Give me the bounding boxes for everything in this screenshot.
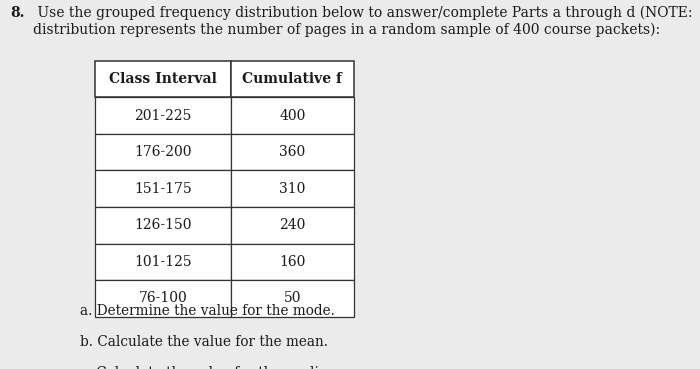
Text: 101-125: 101-125	[134, 255, 192, 269]
Text: 50: 50	[284, 292, 301, 305]
Text: 151-175: 151-175	[134, 182, 192, 196]
Text: 126-150: 126-150	[134, 218, 192, 232]
Text: 240: 240	[279, 218, 305, 232]
Text: 160: 160	[279, 255, 305, 269]
Text: 201-225: 201-225	[134, 109, 191, 123]
Text: Class Interval: Class Interval	[108, 72, 217, 86]
Text: 176-200: 176-200	[134, 145, 192, 159]
Text: c. Calculate the value for the median.: c. Calculate the value for the median.	[80, 366, 340, 369]
Text: 310: 310	[279, 182, 305, 196]
Text: 360: 360	[279, 145, 305, 159]
Text: Cumulative f: Cumulative f	[242, 72, 342, 86]
Text: a. Determine the value for the mode.: a. Determine the value for the mode.	[80, 304, 335, 318]
Text: b. Calculate the value for the mean.: b. Calculate the value for the mean.	[80, 335, 328, 349]
Text: Use the grouped frequency distribution below to answer/complete Parts a through : Use the grouped frequency distribution b…	[33, 6, 700, 37]
Text: 76-100: 76-100	[139, 292, 187, 305]
Text: 400: 400	[279, 109, 305, 123]
Text: 8.: 8.	[10, 6, 25, 20]
